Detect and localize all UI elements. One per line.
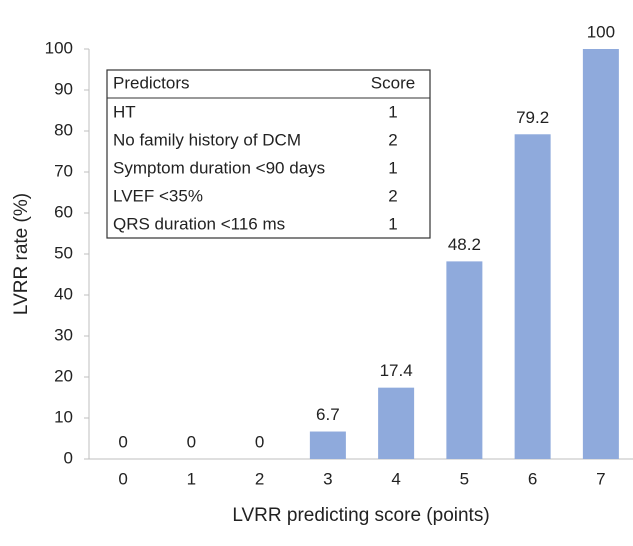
x-tick-label: 2 [255,469,264,488]
value-label: 0 [187,432,196,451]
bar [378,387,415,459]
table-cell: Symptom duration <90 days [113,158,325,177]
bar [446,261,483,459]
value-label: 48.2 [448,235,481,254]
y-tick-label: 30 [54,325,73,344]
bar [309,431,346,459]
x-tick-label: 7 [596,469,605,488]
table-cell: HT [113,102,136,121]
inset-table: Predictors Score HT 1 No family history of D… [106,69,431,239]
bar [582,49,619,459]
y-tick-label: 50 [54,243,73,262]
value-label: 6.7 [316,405,340,424]
table-cell: 2 [388,130,397,149]
y-tick-label: 40 [54,284,73,303]
table-cell: 1 [388,102,397,121]
y-tick-label: 90 [54,79,73,98]
y-tick-label: 10 [54,407,73,426]
table-header: Score [371,73,415,92]
table-cell: 1 [388,158,397,177]
value-label: 0 [255,432,264,451]
table-cell: LVEF <35% [113,186,203,205]
y-tick-label: 80 [54,120,73,139]
y-axis-title: LVRR rate (%) [11,193,32,315]
x-tick-label: 6 [528,469,537,488]
x-tick-label: 5 [460,469,469,488]
y-tick-label: 100 [45,38,73,57]
bar [514,134,551,459]
value-label: 0 [118,432,127,451]
table-cell: QRS duration <116 ms [113,214,285,233]
table-border [106,69,431,239]
table-cell: 1 [388,214,397,233]
y-tick-label: 20 [54,366,73,385]
value-label: 17.4 [380,361,413,380]
x-axis-title: LVRR predicting score (points) [232,505,489,526]
value-label: 79.2 [516,108,549,127]
x-tick-label: 4 [391,469,400,488]
table-header: Predictors [113,73,190,92]
x-tick-label: 0 [118,469,127,488]
x-tick-label: 1 [187,469,196,488]
y-tick-label: 60 [54,202,73,221]
y-tick-label: 70 [54,161,73,180]
table-cell: No family history of DCM [113,130,301,149]
y-tick-label: 0 [64,448,73,467]
x-tick-label: 3 [323,469,332,488]
value-label: 100 [587,22,615,41]
table-cell: 2 [388,186,397,205]
